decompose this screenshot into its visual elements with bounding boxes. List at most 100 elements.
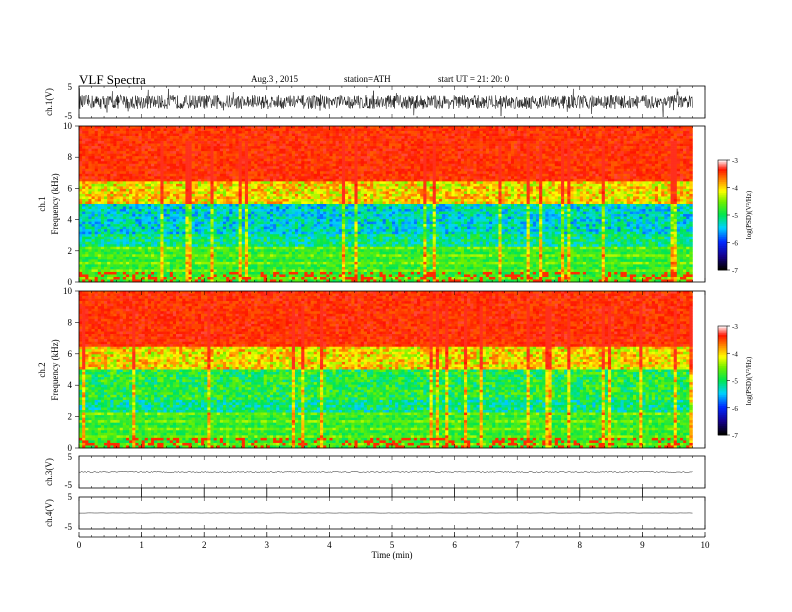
spectrogram-cell [617, 126, 620, 129]
spectrogram-cell [395, 139, 398, 142]
spectrogram-cell [667, 131, 670, 134]
spectrogram-cell [430, 126, 433, 129]
spectrogram-cell [92, 136, 95, 139]
spectrogram-cell [201, 141, 204, 144]
spectrogram-cell [649, 136, 652, 139]
spectrogram-cell [326, 139, 329, 142]
spectrogram-cell [408, 129, 411, 132]
spectrogram-cell [646, 129, 649, 132]
spectrogram-cell [279, 139, 282, 142]
spectrogram-cell [624, 139, 627, 142]
spectrogram-cell [207, 141, 210, 144]
spectrogram-cell [339, 136, 342, 139]
spectrogram-cell [536, 136, 539, 139]
spectrogram-cell [170, 134, 173, 137]
spectrogram-cell [492, 139, 495, 142]
spectrogram-cell [336, 129, 339, 132]
spectrogram-cell [674, 129, 677, 132]
spectrogram-cell [386, 144, 389, 147]
spectrogram-cell [160, 131, 163, 134]
spectrogram-cell [477, 141, 480, 144]
spectrogram-cell [354, 131, 357, 134]
spectrogram-cell [624, 141, 627, 144]
spectrogram-cell [536, 126, 539, 129]
spectrogram-cell [423, 134, 426, 137]
spectrogram-cell [527, 139, 530, 142]
spectrogram-cell [514, 141, 517, 144]
spectrogram-cell [592, 129, 595, 132]
spectrogram-cell [214, 134, 217, 137]
spectrogram-cell [617, 129, 620, 132]
spectrogram-cell [392, 126, 395, 129]
spectrogram-cell [655, 141, 658, 144]
spectrogram-cell [617, 136, 620, 139]
spectrogram-cell [104, 126, 107, 129]
spectrogram-cell [295, 139, 298, 142]
spectrogram-cell [261, 134, 264, 137]
spectrogram-cell [448, 129, 451, 132]
spectrogram-cell [461, 126, 464, 129]
spectrogram-cell [292, 144, 295, 147]
spectrogram-cell [448, 134, 451, 137]
spectrogram-cell [674, 131, 677, 134]
spectrogram-cell [251, 141, 254, 144]
spectrogram-cell [530, 134, 533, 137]
spectrogram-cell [445, 134, 448, 137]
spectrogram-cell [223, 139, 226, 142]
spectrogram-cell [220, 141, 223, 144]
ch1-spectrogram-panel: 0246810 ch.1 Frequency (kHz) -3-4-5-6-7 … [37, 121, 753, 287]
spectrogram-cell [88, 139, 91, 142]
spectrogram-cell [677, 141, 680, 144]
spectrogram-cell [455, 139, 458, 142]
spectrogram-cell [189, 129, 192, 132]
spectrogram-cell [298, 141, 301, 144]
spectrogram-cell [448, 136, 451, 139]
spectrogram-cell [680, 139, 683, 142]
spectrogram-cell [686, 141, 689, 144]
spectrogram-cell [142, 129, 145, 132]
spectrogram-cell [549, 139, 552, 142]
spectrogram-cell [561, 129, 564, 132]
spectrogram-cell [492, 126, 495, 129]
spectrogram-cell [88, 144, 91, 147]
spectrogram-cell [286, 141, 289, 144]
vlf-spectra-figure: VLF Spectra Aug.3 , 2015 station=ATH sta… [0, 0, 792, 612]
spectrogram-cell [627, 129, 630, 132]
spectrogram-cell [508, 139, 511, 142]
spectrogram-cell [592, 126, 595, 129]
spectrogram-cell [486, 129, 489, 132]
spectrogram-cell [242, 136, 245, 139]
spectrogram-cell [182, 144, 185, 147]
spectrogram-cell [361, 136, 364, 139]
spectrogram-cell [483, 126, 486, 129]
spectrogram-cell [646, 126, 649, 129]
spectrogram-cell [173, 129, 176, 132]
spectrogram-cell [520, 129, 523, 132]
spectrogram-cell [79, 141, 82, 144]
spectrogram-cell [646, 134, 649, 137]
spectrogram-cell [204, 141, 207, 144]
spectrogram-cell [523, 139, 526, 142]
spectrogram-cell [680, 136, 683, 139]
spectrogram-cell [414, 134, 417, 137]
spectrogram-cell [239, 131, 242, 134]
spectrogram-cell [570, 136, 573, 139]
spectrogram-cell [467, 129, 470, 132]
spectrogram-cell [426, 131, 429, 134]
spectrogram-cell [517, 136, 520, 139]
spectrogram-cell [652, 134, 655, 137]
spectrogram-cell [364, 139, 367, 142]
spectrogram-cell [389, 131, 392, 134]
spectrogram-cell [314, 129, 317, 132]
spectrogram-cell [232, 136, 235, 139]
spectrogram-cell [298, 126, 301, 129]
spectrogram-cell [358, 141, 361, 144]
spectrogram-cell [614, 139, 617, 142]
spectrogram-cell [639, 131, 642, 134]
spectrogram-cell [411, 134, 414, 137]
spectrogram-cell [351, 139, 354, 142]
spectrogram-cell [295, 141, 298, 144]
spectrogram-cell [689, 131, 692, 134]
spectrogram-cell [595, 129, 598, 132]
figure-title: VLF Spectra [79, 72, 146, 87]
